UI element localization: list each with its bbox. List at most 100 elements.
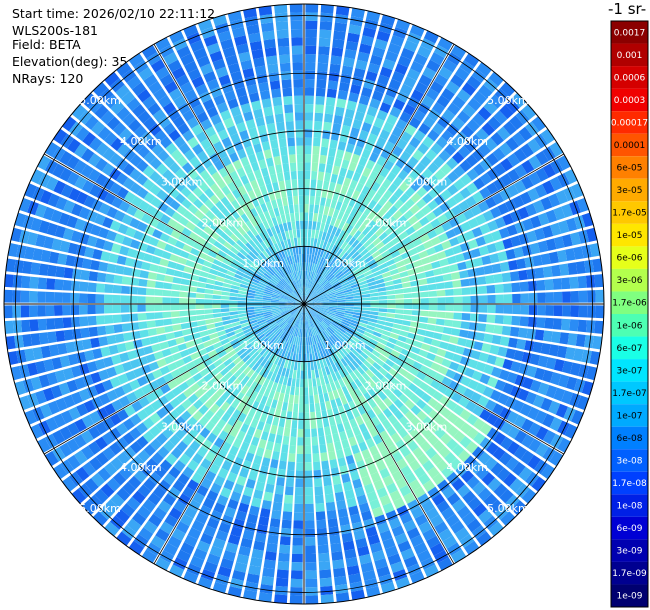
range-gate [358,502,370,514]
range-gate [209,545,223,558]
range-gate [283,266,289,276]
range-gate [304,304,311,310]
range-gate [301,320,304,329]
range-gate [229,262,239,270]
range-gate [209,50,223,63]
range-gate [323,318,331,325]
range-gate [485,274,495,284]
range-gate [220,109,232,121]
range-gate [354,486,365,497]
range-gate [66,155,80,170]
range-gate [302,312,304,321]
range-gate [50,385,63,399]
range-gate [432,206,444,218]
range-gate [362,251,372,260]
range-gate [138,67,154,81]
range-gate [255,331,264,339]
range-gate [145,137,159,151]
range-gate [186,416,198,428]
range-gate [154,304,163,312]
range-gate [200,63,214,76]
range-gate [283,393,290,403]
range-gate [314,104,324,114]
range-gate [363,239,372,248]
range-gate [62,279,72,291]
range-gate [205,283,215,290]
range-gate [358,467,369,479]
range-gate [167,260,177,269]
range-gate [231,378,241,388]
range-gate [201,335,211,343]
range-gate [410,506,424,519]
range-gate [400,548,415,561]
range-gate [284,494,294,504]
range-gate [197,281,207,288]
range-label: 5.00km [79,94,121,107]
range-gate [54,279,64,291]
range-gate [317,247,322,257]
range-gate [353,369,362,378]
range-gate [206,78,220,91]
range-gate [125,460,139,475]
range-gate [334,316,343,321]
range-gate [115,437,129,450]
range-gate [204,299,213,304]
range-gate [181,328,192,336]
range-gate [377,207,388,217]
range-gate [467,217,479,229]
range-gate [350,470,360,481]
range-gate [314,112,324,122]
range-gate [320,4,334,14]
ray [274,4,304,304]
range-gate [291,263,296,273]
range-gate [358,43,372,55]
range-gate [380,376,391,387]
range-gate [347,275,356,282]
range-gate [215,254,225,262]
range-gate [200,569,216,581]
range-gate [285,325,292,333]
range-gate [341,124,351,135]
range-gate [282,312,290,318]
range-gate [486,314,496,324]
range-gate [333,332,341,340]
range-gate [358,213,368,223]
start-time: Start time: 2026/02/10 22:11:12 [12,6,216,21]
range-gate [535,167,549,182]
range-gate [378,295,388,300]
range-gate [363,382,372,392]
range-gate [274,287,283,293]
range-gate [440,163,452,176]
colorbar-swatch [611,539,648,562]
range-gate [387,553,402,566]
range-gate [258,159,267,170]
range-gate [215,573,230,586]
range-gate [238,502,250,514]
range-gate [565,248,576,262]
range-gate [215,325,225,332]
range-gate [259,90,271,101]
range-gate [344,293,354,298]
range-gate [22,378,35,393]
range-gate [465,195,477,208]
range-gate [328,450,337,461]
range-gate [333,268,341,276]
range-gate [441,376,453,387]
range-gate [95,294,105,304]
range-gate [486,427,500,441]
range-gate [106,477,121,492]
range-gate [273,365,280,374]
range-gate [403,209,414,220]
range-gate [312,263,317,273]
range-gate [338,81,350,92]
range-gate [335,314,344,319]
range-gate [452,279,462,288]
range-gate [225,542,239,554]
range-gate [277,250,284,260]
ray [82,92,304,304]
range-gate [192,357,203,366]
range-gate [354,210,363,220]
range-gate [306,270,310,280]
range-gate [129,217,141,229]
range-gate [159,258,170,267]
